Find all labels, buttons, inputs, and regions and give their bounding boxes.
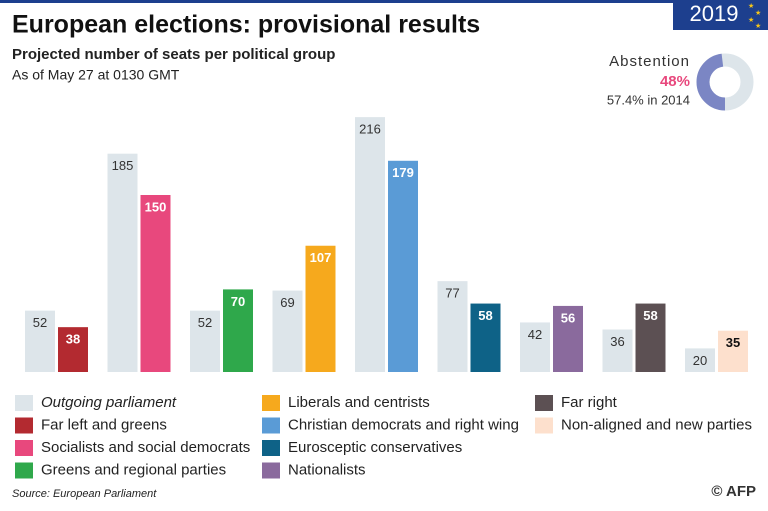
legend-swatch [15, 440, 33, 456]
chart-title: European elections: provisional results [12, 11, 480, 39]
value-label: 35 [726, 335, 740, 350]
year-badge-text: 2019 [690, 1, 739, 26]
legend-label: Outgoing parliament [41, 394, 177, 411]
value-label: 20 [693, 353, 707, 368]
legend-label: Socialists and social democrats [41, 439, 250, 456]
value-label: 150 [145, 199, 167, 214]
value-label: 107 [310, 250, 332, 265]
bar [470, 303, 501, 372]
bar [553, 305, 583, 372]
value-label: 56 [561, 310, 575, 325]
legend-swatch [262, 417, 280, 434]
value-label: 58 [643, 308, 657, 323]
donut-slice [696, 53, 754, 111]
svg-text:★: ★ [755, 9, 761, 17]
legend-label: Nationalists [288, 461, 366, 478]
abstention-value: 48% [660, 73, 690, 90]
bar [190, 310, 220, 372]
value-label: 52 [198, 315, 212, 330]
legend-label: Greens and regional parties [41, 461, 226, 478]
stars: ★★★★ [748, 2, 761, 30]
legend-swatch [535, 395, 553, 411]
value-label: 36 [610, 334, 624, 349]
year-badge [673, 0, 768, 30]
bar [635, 303, 666, 372]
abstention-previous: 57.4% in 2014 [607, 92, 690, 107]
value-label: 77 [445, 286, 459, 301]
legend-swatch [15, 395, 33, 411]
bar [602, 329, 633, 372]
legend-label: Liberals and centrists [288, 394, 430, 411]
credit: © AFP [711, 483, 756, 500]
legend-label: Eurosceptic conservatives [288, 439, 462, 456]
source: Source: European Parliament [12, 488, 157, 500]
legend-swatch [262, 440, 280, 456]
legend-swatch [262, 462, 280, 479]
svg-text:★: ★ [748, 2, 754, 10]
bar [58, 327, 88, 372]
value-label: 216 [359, 122, 381, 137]
legend-swatch [262, 395, 280, 411]
bar [140, 195, 171, 372]
value-label: 179 [392, 165, 414, 180]
value-label: 42 [528, 327, 542, 342]
legend-swatch [15, 462, 33, 479]
top-border [0, 0, 768, 3]
legend-label: Christian democrats and right wing [288, 416, 519, 433]
value-label: 185 [112, 158, 134, 173]
bar [223, 289, 253, 372]
value-label: 58 [478, 308, 492, 323]
svg-text:★: ★ [755, 22, 761, 30]
bar [437, 281, 468, 372]
value-label: 69 [280, 295, 294, 310]
bar [685, 348, 715, 372]
chart-note: As of May 27 at 0130 GMT [12, 67, 180, 83]
bar [25, 310, 55, 372]
value-label: 38 [66, 332, 80, 347]
bar [388, 160, 418, 372]
legend-label: Far left and greens [41, 416, 167, 433]
value-label: 70 [231, 294, 245, 309]
abstention-label: Abstention [609, 53, 690, 70]
legend-label: Non-aligned and new parties [561, 416, 752, 433]
bar [355, 117, 385, 373]
legend-swatch [535, 417, 553, 434]
value-label: 52 [33, 315, 47, 330]
legend-label: Far right [561, 394, 618, 411]
svg-text:★: ★ [748, 16, 754, 24]
bar [718, 330, 748, 372]
bar [107, 153, 138, 372]
bar [305, 245, 336, 372]
chart-subtitle: Projected number of seats per political … [12, 46, 335, 63]
bar [520, 322, 550, 372]
legend-swatch [15, 417, 33, 434]
bar [272, 290, 303, 372]
